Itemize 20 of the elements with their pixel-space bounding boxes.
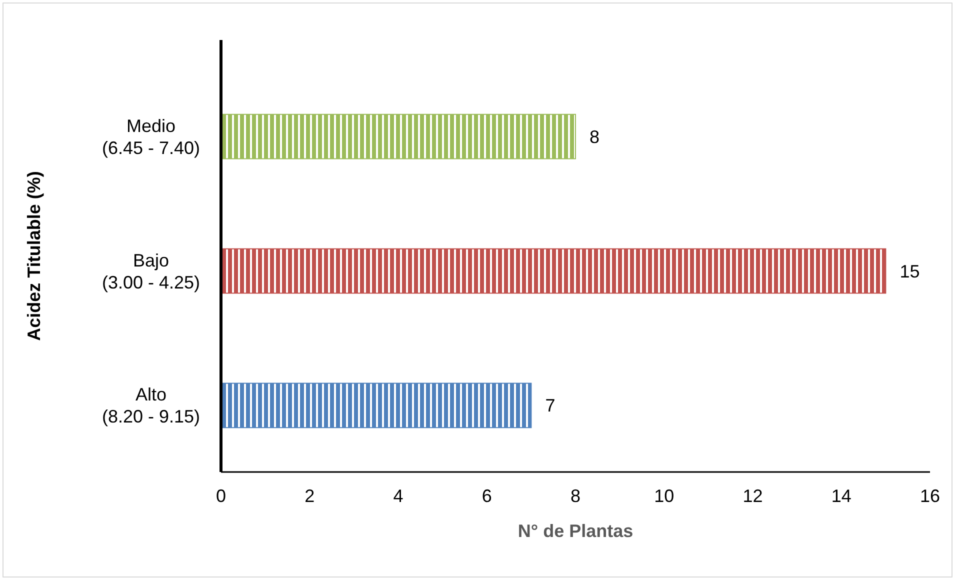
bar — [220, 382, 532, 428]
x-axis-title: N° de Plantas — [518, 521, 634, 541]
x-tick-label: 16 — [920, 486, 940, 506]
y-tick-label: Bajo (3.00 - 4.25) — [102, 250, 200, 292]
x-tick-label: 8 — [570, 486, 581, 506]
y-tick-label: Alto (8.20 - 9.15) — [102, 384, 200, 427]
x-tick-label: 2 — [304, 486, 315, 506]
y-tick-label: Medio (6.45 - 7.40) — [102, 116, 200, 158]
x-tick-label: 14 — [831, 486, 852, 506]
x-tick-label: 6 — [482, 486, 492, 506]
data-label: 7 — [545, 396, 556, 416]
data-label: 15 — [900, 261, 920, 282]
y-axis-title: Acidez Titulable (%) — [24, 171, 44, 341]
x-tick-label: 12 — [742, 486, 763, 506]
bar — [220, 114, 576, 160]
x-tick-label: 10 — [654, 486, 674, 506]
x-tick-label: 4 — [393, 486, 404, 506]
bar — [220, 248, 886, 294]
data-label: 8 — [590, 126, 600, 147]
x-tick-label: 0 — [216, 486, 226, 506]
